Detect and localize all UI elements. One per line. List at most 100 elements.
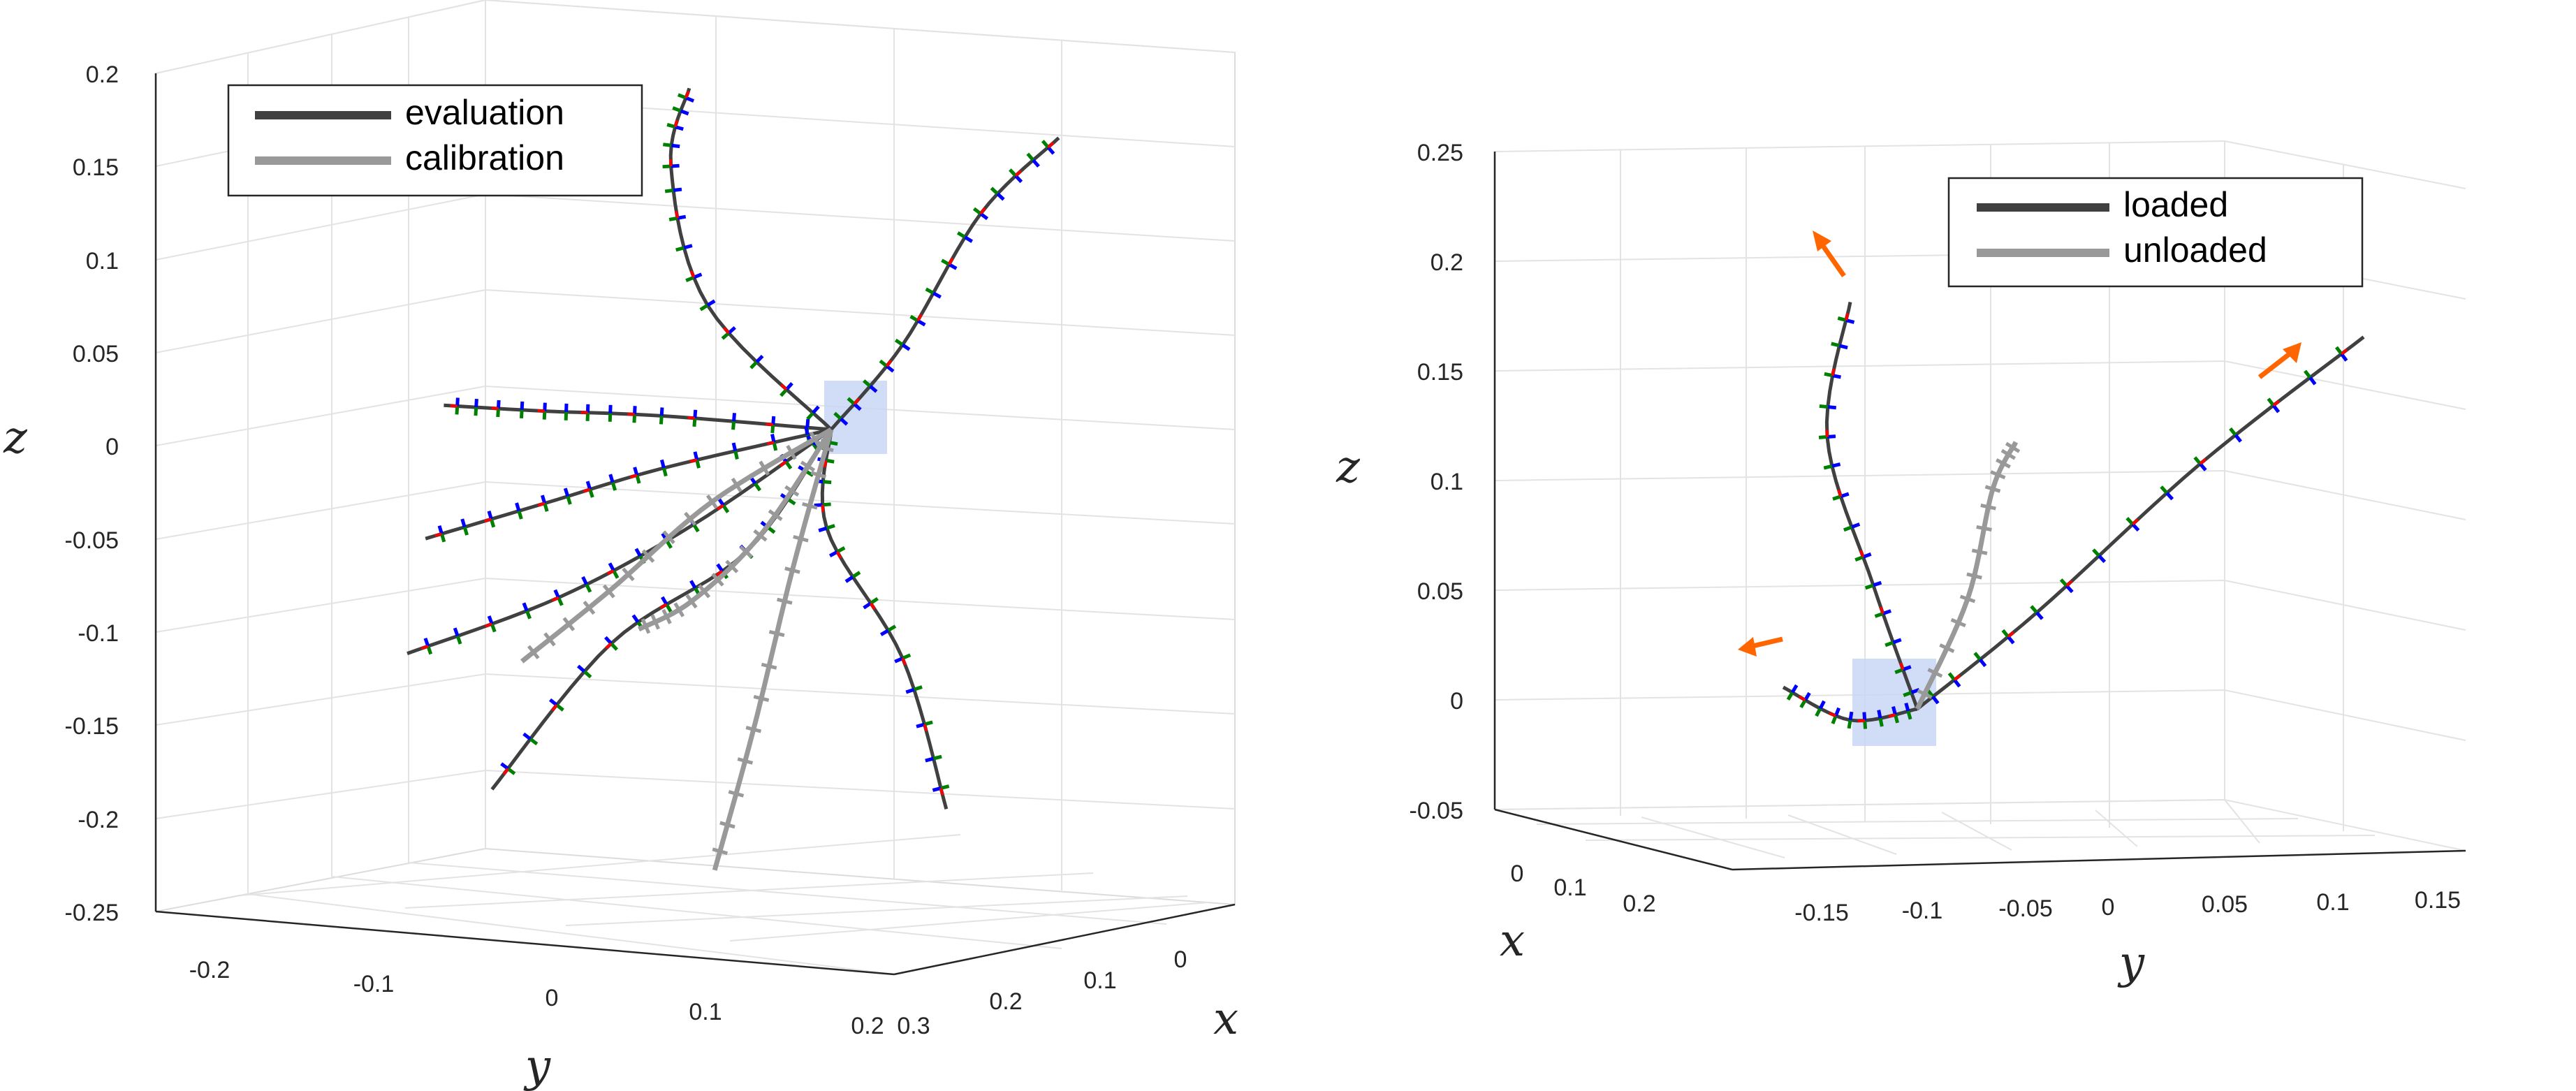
right-floor-grid <box>1494 799 2376 858</box>
left-axes <box>154 73 1236 976</box>
frame-tick <box>1966 572 1982 580</box>
frame-tick <box>633 467 639 476</box>
frame-tick <box>821 504 825 512</box>
frame-tick <box>680 109 689 116</box>
curve-loaded <box>1916 335 2365 710</box>
frame-tick <box>662 164 671 169</box>
frame-tick <box>818 526 828 533</box>
frame-tick <box>2030 605 2038 614</box>
right-x-tick: 0 <box>1511 861 1524 887</box>
left-x-ticks: 0 0.1 0.2 0.3 <box>897 946 1187 1039</box>
frame-tick <box>812 405 820 414</box>
frame-tick <box>844 575 854 583</box>
frame-tick <box>1902 665 1912 671</box>
left-x-tick: 0.1 <box>1083 967 1116 994</box>
frame-tick <box>583 600 596 615</box>
left-z-tick: 0.1 <box>86 248 119 274</box>
left-z-tick: -0.25 <box>65 900 119 926</box>
frame-tick <box>956 231 966 239</box>
frame-tick <box>1888 713 1896 718</box>
frame-tick <box>2160 485 2169 495</box>
left-y-axis-label: y <box>523 1041 551 1091</box>
frame-tick <box>810 471 827 479</box>
frame-tick <box>1854 555 1864 562</box>
left-legend: evaluation calibration <box>227 84 643 197</box>
frame-tick <box>1939 643 1955 653</box>
frame-tick <box>634 548 642 557</box>
frame-tick <box>1885 640 1894 647</box>
frame-tick <box>804 426 810 436</box>
frame-tick <box>739 545 753 559</box>
frame-tick <box>723 327 730 335</box>
frame-tick <box>786 444 797 460</box>
frame-tick <box>2193 456 2202 465</box>
frame-tick <box>948 263 958 270</box>
frame-tick <box>759 460 770 476</box>
frame-tick <box>731 477 742 493</box>
frame-tick <box>1971 548 1988 555</box>
frame-tick <box>540 495 547 504</box>
series-line <box>668 87 833 431</box>
force-arrow <box>2257 342 2301 379</box>
frame-tick <box>802 501 818 510</box>
frame-tick <box>2092 548 2100 557</box>
left-y-tick: 0.2 <box>851 1013 884 1039</box>
frame-tick <box>1823 464 1833 470</box>
frame-tick <box>1864 583 1874 590</box>
frame-tick <box>806 411 814 420</box>
frame-tick <box>665 603 673 613</box>
frame-tick <box>542 411 547 420</box>
frame-tick <box>671 143 680 149</box>
curve-evaluation <box>830 136 1060 431</box>
frame-tick <box>779 460 787 467</box>
frame-tick <box>689 270 696 278</box>
frame-tick <box>606 569 615 576</box>
frame-tick <box>1832 495 1842 501</box>
frame-tick <box>2059 578 2068 587</box>
frame-tick <box>979 212 989 221</box>
frame-tick <box>553 589 560 599</box>
frame-tick <box>923 724 928 732</box>
frame-tick <box>698 584 711 599</box>
frame-tick <box>1899 662 1905 671</box>
frame-tick <box>610 481 617 491</box>
force-arrow <box>1813 230 1846 278</box>
frame-tick <box>940 784 950 790</box>
frame-tick <box>818 444 834 453</box>
frame-tick <box>2334 346 2343 356</box>
frame-tick <box>2304 369 2312 379</box>
series-line <box>638 428 833 632</box>
series-line <box>407 427 833 655</box>
left-floor-grid <box>240 834 1209 975</box>
frame-tick <box>826 524 835 530</box>
frame-tick <box>581 576 588 585</box>
frame-tick <box>828 441 838 446</box>
frame-tick <box>768 629 785 637</box>
frame-tick <box>692 523 700 533</box>
frame-tick <box>771 416 776 425</box>
frame-tick <box>474 398 478 408</box>
frame-tick <box>1851 522 1861 529</box>
frame-tick <box>1976 525 1992 532</box>
frame-tick <box>836 546 846 554</box>
right-y-tick: 0.15 <box>2415 887 2461 914</box>
right-y-tick: -0.1 <box>1902 898 1943 924</box>
frame-tick <box>543 402 547 411</box>
left-legend-box <box>227 84 643 197</box>
frame-tick <box>1877 710 1882 719</box>
frame-tick <box>485 622 492 628</box>
left-legend-label-calibration: calibration <box>405 138 564 177</box>
frame-tick <box>805 418 810 428</box>
frame-tick <box>2125 517 2135 526</box>
frame-tick <box>684 511 696 526</box>
frame-tick <box>721 331 730 340</box>
right-z-tick: 0.2 <box>1430 249 1463 276</box>
frame-tick <box>699 303 709 312</box>
curve-calibration <box>638 428 833 634</box>
right-y-ticks: -0.15 -0.1 -0.05 0 0.05 0.1 0.15 <box>1794 887 2461 926</box>
frame-tick <box>1857 719 1865 723</box>
frame-tick <box>1026 152 1035 161</box>
frame-tick <box>964 235 974 243</box>
frame-tick <box>1827 405 1836 410</box>
